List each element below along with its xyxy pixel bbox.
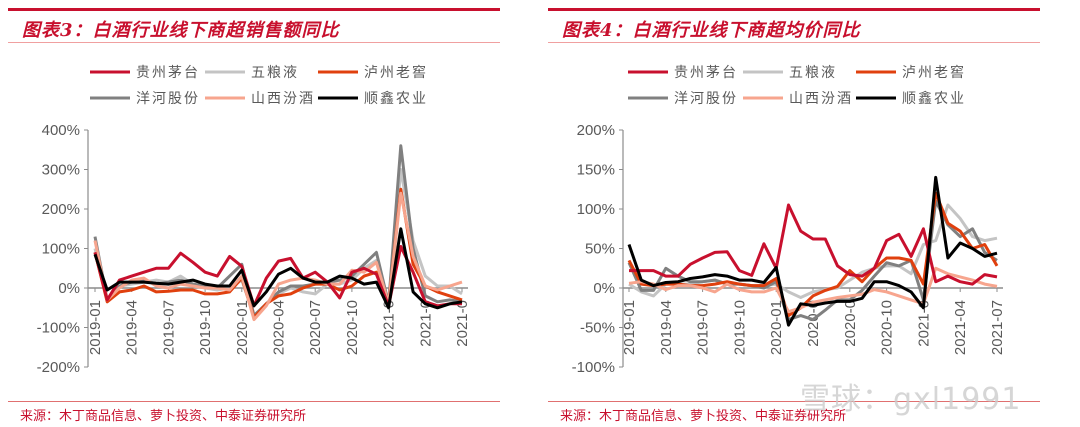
y-tick-label: 0% bbox=[593, 280, 615, 297]
x-tick-label: 2019-07 bbox=[695, 300, 712, 355]
x-tick-label: 2020-10 bbox=[344, 300, 361, 355]
series-line-顺鑫农业 bbox=[627, 175, 998, 327]
chart-panel-sales: 图表3：白酒行业线下商超销售额同比 贵州茅台 五粮液 泸州老窖洋河股份 山西汾酒 顺鑫农… bbox=[8, 8, 500, 424]
x-tick-label: 2020-04 bbox=[271, 300, 288, 355]
title-divider bbox=[8, 42, 500, 43]
x-tick-label: 2019-07 bbox=[160, 300, 177, 355]
legend-label: 顺鑫农业 bbox=[364, 90, 428, 107]
x-tick-label: 2021-0 bbox=[381, 300, 398, 347]
y-tick-label: 100% bbox=[577, 201, 615, 218]
series-line-顺鑫农业 bbox=[93, 227, 463, 310]
series-line-贵州茅台 bbox=[629, 203, 998, 286]
x-tick-label: 2020-10 bbox=[879, 300, 896, 355]
x-tick-label: 2021-04 bbox=[952, 300, 969, 355]
y-tick-label: 200% bbox=[577, 122, 615, 139]
x-tick-label: 2019-01 bbox=[87, 300, 104, 355]
title-rule bbox=[8, 8, 500, 11]
y-tick-label: -100% bbox=[572, 359, 615, 376]
source-note: 来源：木丁商品信息、萝卜投资、中泰证券研究所 bbox=[20, 409, 307, 424]
series-line-贵州茅台 bbox=[93, 245, 462, 308]
x-tick-label: 2020-07 bbox=[307, 300, 324, 355]
legend-label: 贵州茅台 bbox=[136, 65, 200, 81]
series-line-泸州老窖 bbox=[93, 187, 463, 320]
legend-label: 五粮液 bbox=[789, 65, 837, 81]
y-tick-label: -50% bbox=[580, 320, 615, 337]
chart-title: 图表4：白酒行业线下商超均价同比 bbox=[562, 20, 861, 41]
x-tick-label: 2019-04 bbox=[124, 300, 141, 355]
chart-panel-price: 图表4：白酒行业线下商超均价同比 贵州茅台 五粮液 泸州老窖洋河股份 山西汾酒 顺鑫农业… bbox=[540, 0, 1080, 427]
source-note: 来源：木丁商品信息、萝卜投资、中泰证券研究所 bbox=[560, 409, 847, 424]
legend-label: 顺鑫农业 bbox=[902, 90, 966, 107]
x-tick-label: 2019-10 bbox=[197, 300, 214, 355]
x-tick-label: 2020-0 bbox=[842, 300, 859, 347]
y-tick-label: 0% bbox=[58, 280, 80, 297]
y-tick-label: 100% bbox=[42, 241, 80, 258]
y-tick-label: -200% bbox=[37, 359, 80, 376]
legend-label: 山西汾酒 bbox=[251, 91, 315, 107]
y-tick-label: 400% bbox=[42, 122, 80, 139]
series-line-山西汾酒 bbox=[628, 266, 998, 314]
legend-label: 泸州老窖 bbox=[902, 64, 966, 81]
y-tick-label: 50% bbox=[585, 241, 615, 258]
x-tick-label: 2021-0 bbox=[915, 300, 932, 347]
source-divider bbox=[548, 401, 1040, 402]
watermark: 雪球：gxl1991 bbox=[800, 382, 1022, 417]
legend-label: 洋河股份 bbox=[674, 91, 738, 107]
chart-title: 图表3：白酒行业线下商超销售额同比 bbox=[22, 20, 340, 41]
x-tick-label: 2021-0 bbox=[454, 300, 471, 347]
y-tick-label: 300% bbox=[42, 162, 80, 179]
legend-label: 贵州茅台 bbox=[674, 65, 738, 81]
y-tick-label: 200% bbox=[42, 201, 80, 218]
y-tick-label: 150% bbox=[577, 162, 615, 179]
x-tick-label: 2019-10 bbox=[731, 300, 748, 355]
source-divider bbox=[8, 401, 500, 402]
legend-label: 五粮液 bbox=[251, 65, 299, 81]
x-tick-label: 2020-01 bbox=[234, 300, 251, 355]
y-tick-label: -100% bbox=[37, 320, 80, 337]
title-rule bbox=[548, 8, 1040, 11]
x-tick-label: 2020-0 bbox=[805, 300, 822, 347]
legend-label: 山西汾酒 bbox=[789, 91, 853, 107]
legend-label: 洋河股份 bbox=[136, 91, 200, 107]
series-line-山西汾酒 bbox=[93, 191, 463, 322]
legend-label: 泸州老窖 bbox=[364, 64, 428, 81]
title-divider bbox=[548, 42, 1040, 43]
x-tick-label: 2019-01 bbox=[621, 300, 638, 355]
x-tick-label: 2020-01 bbox=[768, 300, 785, 355]
x-tick-label: 2021-0 bbox=[417, 300, 434, 347]
x-tick-label: 2019-04 bbox=[658, 300, 675, 355]
x-tick-label: 2021-07 bbox=[989, 300, 1006, 355]
